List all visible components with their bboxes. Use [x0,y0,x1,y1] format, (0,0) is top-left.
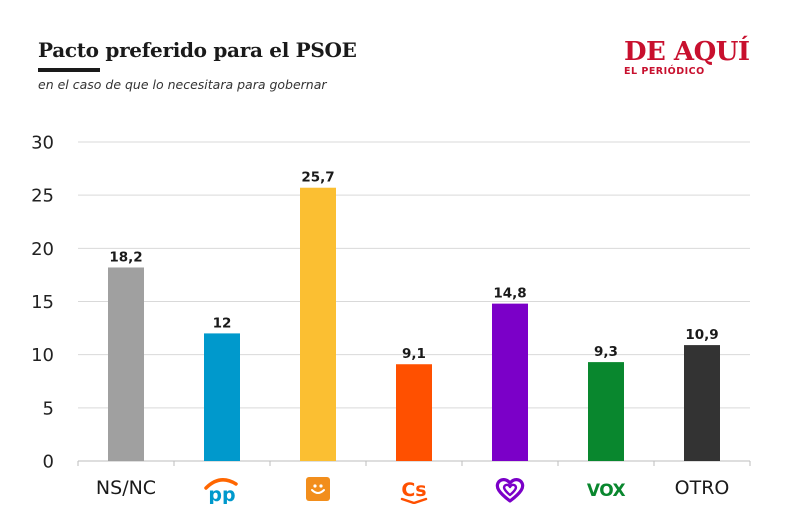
y-tick-label: 0 [43,452,54,473]
y-tick-label: 25 [31,186,54,207]
cs-logo-icon: Cs [397,476,431,508]
y-tick-label: 5 [43,398,54,419]
x-tick-label: OTRO [674,477,730,499]
adelante-logo-icon [305,476,331,506]
bar [108,267,144,461]
bar [684,345,720,461]
data-label: 18,2 [109,249,142,265]
bar [492,303,528,461]
data-label: 9,3 [594,344,618,360]
brand-name: DE AQUÍ [624,37,750,67]
bar [396,364,432,461]
data-label: 9,1 [402,346,426,362]
chart-subtitle: en el caso de que lo necesitara para gob… [38,77,327,92]
brand-logo: DE AQUÍ EL PERIÓDICO [624,37,750,77]
brand-tagline: EL PERIÓDICO [624,66,705,77]
y-tick-label: 20 [31,239,54,260]
y-tick-label: 30 [31,133,54,154]
data-label: 10,9 [685,327,718,343]
bar [300,187,336,461]
chart-title: Pacto preferido para el PSOE [38,38,357,62]
vox-logo-icon: VOX [584,476,628,506]
title-underline [38,68,100,72]
svg-text:pp: pp [208,484,235,504]
x-tick-label: NS/NC [95,477,157,499]
svg-text:VOX: VOX [587,481,626,501]
data-label: 12 [213,315,232,331]
y-tick-label: 10 [31,345,54,366]
bar [204,333,240,461]
data-label: 14,8 [493,286,526,302]
data-label: 25,7 [301,170,334,186]
pp-logo-icon: pp [200,476,244,508]
heart-logo-icon [494,476,526,508]
bar [588,362,624,461]
y-tick-label: 15 [31,292,54,313]
svg-text:Cs: Cs [401,479,426,501]
